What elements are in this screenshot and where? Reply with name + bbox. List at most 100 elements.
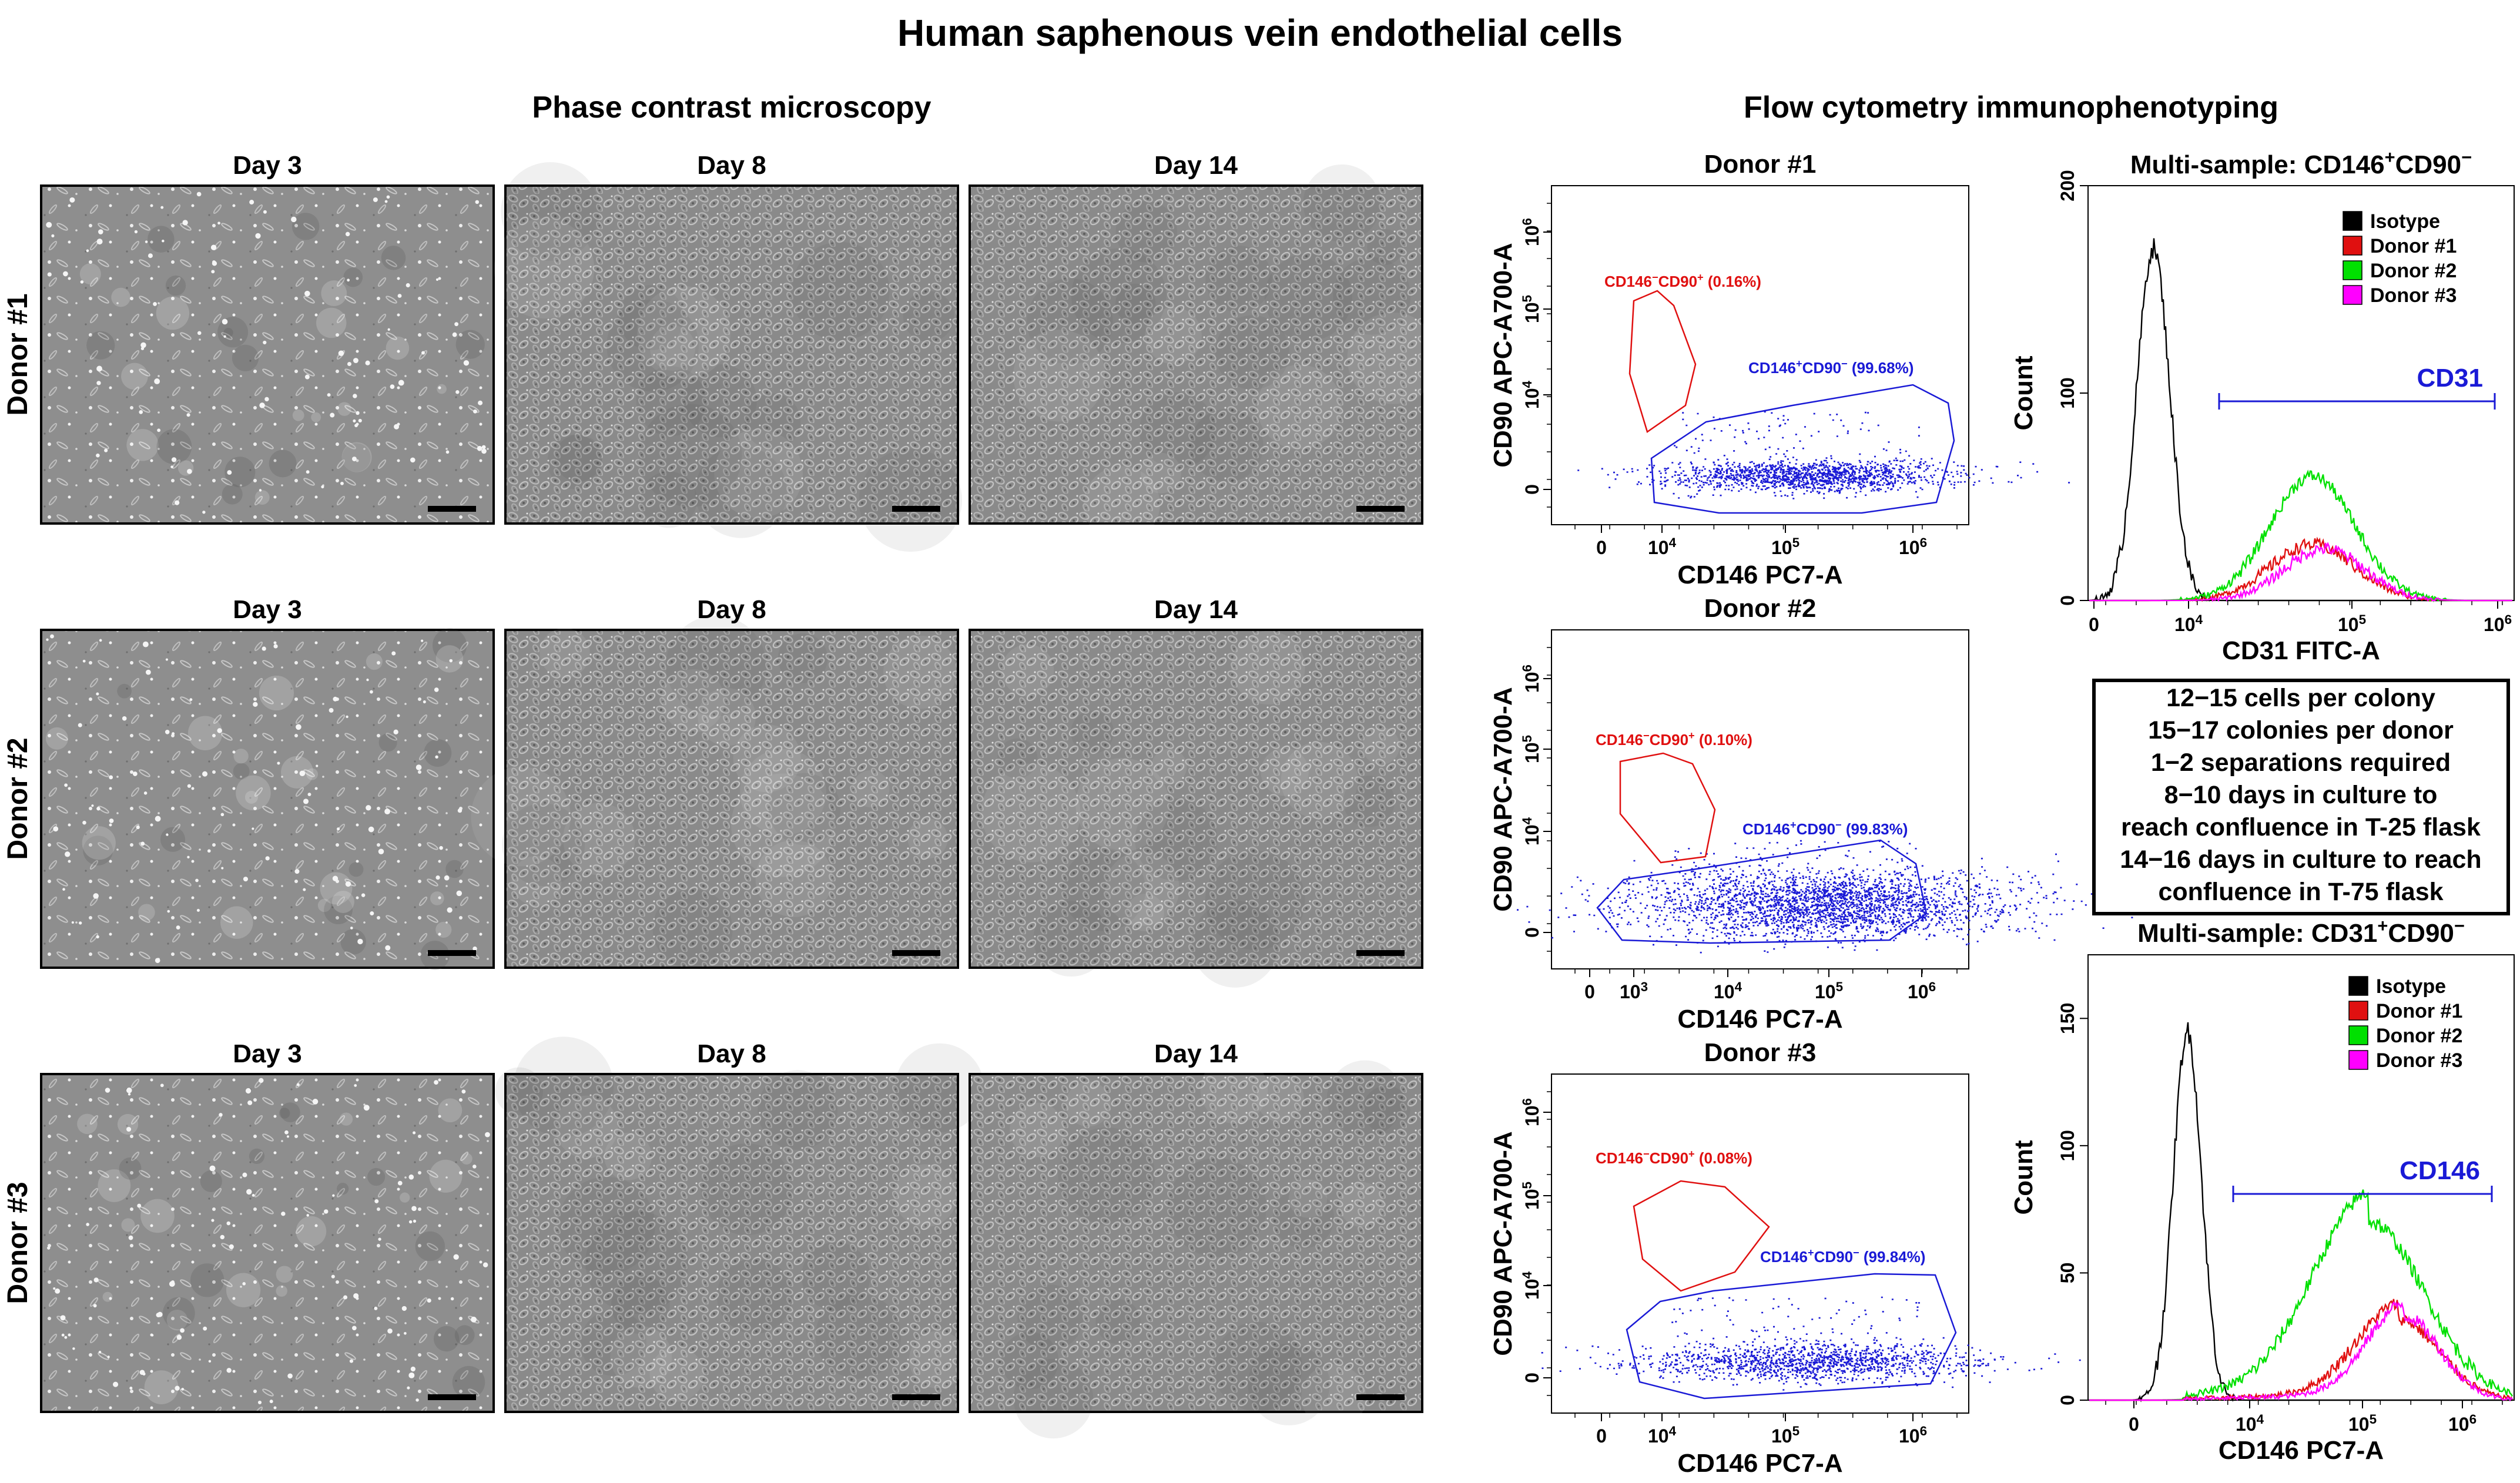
cell-cluster <box>381 246 406 270</box>
floating-cell <box>60 1315 66 1321</box>
floating-cell <box>413 1131 416 1135</box>
floating-cell <box>105 1088 110 1093</box>
cell-cluster <box>502 803 585 886</box>
cell-cluster <box>883 635 957 709</box>
floating-cell <box>257 1400 262 1404</box>
cell-cluster <box>1033 901 1110 977</box>
floating-cell <box>128 1235 133 1240</box>
floating-cell <box>162 239 165 243</box>
cell-cluster <box>1062 847 1146 931</box>
floating-cell <box>306 470 310 474</box>
floating-cell <box>384 200 388 203</box>
floating-cell <box>210 244 217 250</box>
floating-cell <box>385 945 391 951</box>
histogram-x-label: CD146 PC7-A <box>2219 1436 2384 1465</box>
floating-cell <box>142 1372 146 1375</box>
floating-cell <box>461 1089 466 1094</box>
floating-cell <box>354 1084 357 1087</box>
cell-cluster <box>435 921 452 938</box>
floating-cell <box>457 808 463 813</box>
cell-cluster <box>140 1199 175 1233</box>
cell-cluster <box>1205 850 1305 950</box>
floating-cell <box>140 841 145 846</box>
floating-cell <box>421 351 425 355</box>
cell-cluster <box>424 739 452 767</box>
floating-cell <box>332 1194 335 1197</box>
x-tick-label: 106 <box>1899 1424 1927 1447</box>
cell-cluster <box>1027 278 1113 364</box>
floating-cell <box>80 280 84 284</box>
x-tick-label: 105 <box>2338 612 2366 636</box>
cell-cluster <box>276 1285 287 1297</box>
floating-cell <box>221 867 224 870</box>
y-tick-label: 104 <box>1520 1271 1543 1300</box>
floating-cell <box>439 845 443 850</box>
floating-cell <box>387 328 390 331</box>
floating-cell <box>353 394 357 398</box>
scale-bar <box>1356 950 1405 956</box>
gate-label-blue: CD146+CD90− (99.83%) <box>1742 819 1908 838</box>
floating-cell <box>363 1105 370 1111</box>
floating-cell <box>398 380 404 386</box>
floating-cell <box>169 1281 175 1287</box>
cell-cluster <box>666 615 766 716</box>
floating-cell <box>324 1209 329 1214</box>
legend-swatch <box>2348 1025 2368 1045</box>
cell-cluster <box>997 738 1038 779</box>
floating-cell <box>356 411 360 415</box>
scatter-plot-frame <box>1551 629 1969 969</box>
x-tick-label: 106 <box>2484 612 2512 636</box>
cell-cluster <box>83 836 113 865</box>
floating-cell <box>202 511 206 514</box>
cell-cluster <box>555 434 602 482</box>
floating-cell <box>145 240 148 243</box>
day-label: Day 8 <box>697 151 766 180</box>
floating-cell <box>463 360 470 366</box>
cell-cluster <box>79 263 101 285</box>
floating-cell <box>452 332 457 337</box>
gate-label-red: CD146−CD90+ (0.16%) <box>1604 271 1761 290</box>
cell-cluster <box>342 443 371 472</box>
cell-cluster <box>801 1242 870 1311</box>
cell-cluster <box>321 280 347 306</box>
scatter-panels: Donor #1 CD90 APC-A700-A CD146 PC7-A 0 104 10… <box>1489 150 2138 1478</box>
floating-cell <box>303 888 306 891</box>
cell-cluster <box>341 442 372 472</box>
floating-cell <box>287 1373 293 1379</box>
floating-cell <box>182 220 188 226</box>
floating-cell <box>71 921 74 924</box>
floating-cell <box>167 910 170 913</box>
y-tick-label: 106 <box>1520 1098 1543 1126</box>
floating-cell <box>148 253 153 259</box>
cell-cluster <box>233 763 250 780</box>
floating-cell <box>265 856 270 861</box>
floating-cell <box>366 678 369 682</box>
cell-cluster <box>1167 1158 1266 1257</box>
floating-cell <box>330 412 335 418</box>
floating-cell <box>160 206 164 209</box>
floating-cell <box>196 192 202 197</box>
cell-cluster <box>415 1231 445 1261</box>
cell-cluster <box>343 267 363 287</box>
legend-label: Donor #3 <box>2370 284 2457 307</box>
floating-cell <box>259 489 262 492</box>
cell-cluster <box>698 687 756 746</box>
floating-cell <box>176 925 180 930</box>
floating-cell <box>61 1333 65 1337</box>
cell-cluster <box>1333 257 1411 335</box>
cell-cluster <box>378 733 397 752</box>
floating-cell <box>478 400 483 405</box>
floating-cell <box>397 1180 403 1186</box>
floating-cell <box>128 1093 131 1096</box>
floating-cell <box>242 1172 247 1177</box>
cell-cluster <box>1126 894 1164 932</box>
floating-cell <box>374 1306 378 1310</box>
y-tick-label: 106 <box>1520 665 1543 693</box>
y-tick-label: 0 <box>1522 1373 1543 1383</box>
histogram-title: Multi-sample: CD31+CD90− <box>2137 915 2465 948</box>
cell-cluster <box>555 1095 618 1159</box>
cell-cluster <box>1362 1086 1410 1133</box>
floating-cell <box>435 875 440 880</box>
floating-cell <box>345 231 350 237</box>
cell-cluster <box>454 1325 475 1346</box>
